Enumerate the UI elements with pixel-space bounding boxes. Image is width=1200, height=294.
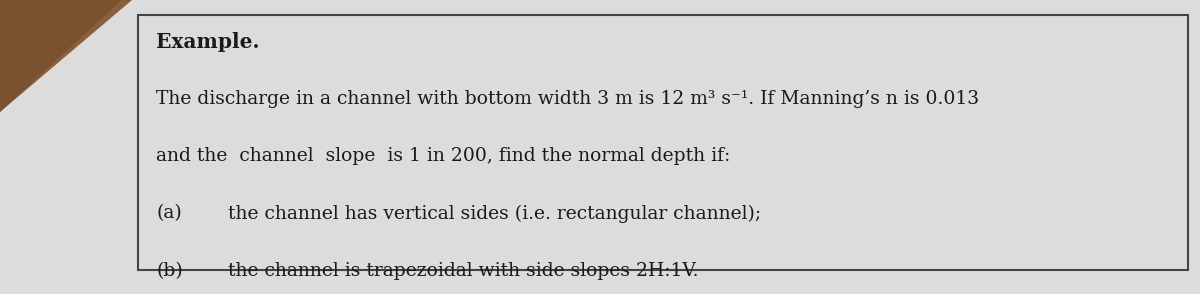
Text: (b): (b)	[156, 262, 182, 280]
Polygon shape	[0, 0, 138, 112]
Text: The discharge in a channel with bottom width 3 m is 12 m³ s⁻¹. If Manning’s n is: The discharge in a channel with bottom w…	[156, 90, 979, 108]
Text: Example.: Example.	[156, 32, 259, 52]
FancyBboxPatch shape	[138, 15, 1188, 270]
Text: and the  channel  slope  is 1 in 200, find the normal depth if:: and the channel slope is 1 in 200, find …	[156, 147, 731, 165]
Text: the channel has vertical sides (i.e. rectangular channel);: the channel has vertical sides (i.e. rec…	[228, 204, 761, 223]
Text: (a): (a)	[156, 204, 181, 222]
Text: the channel is trapezoidal with side slopes 2H:1V.: the channel is trapezoidal with side slo…	[228, 262, 698, 280]
Polygon shape	[0, 0, 132, 112]
